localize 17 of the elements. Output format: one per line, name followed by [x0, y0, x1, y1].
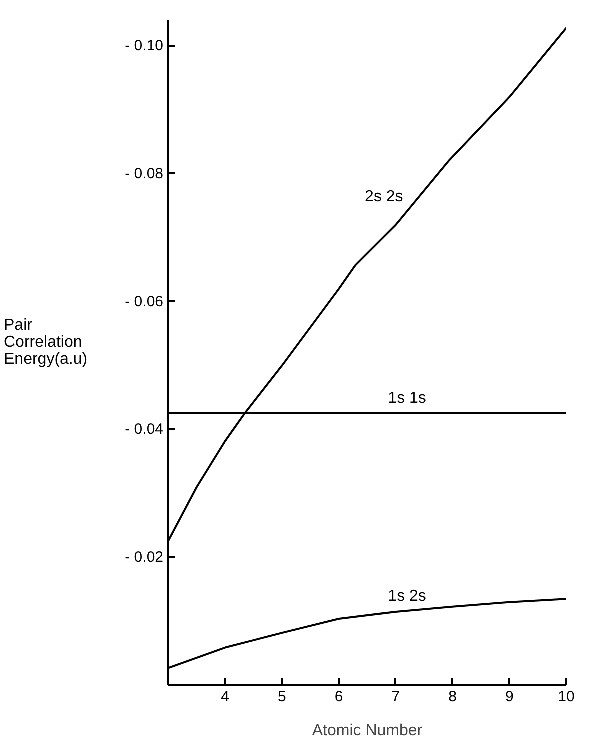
series-label: 2s 2s: [365, 188, 404, 206]
y-tick-label: - 0.06: [125, 293, 164, 310]
x-tick-label: 9: [505, 688, 514, 706]
x-tick-label: 4: [221, 688, 230, 706]
y-tick-label: - 0.08: [125, 165, 164, 182]
x-axis-title: Atomic Number: [312, 722, 424, 740]
y-tick-label: - 0.02: [125, 549, 164, 566]
x-tick-label: 6: [334, 688, 344, 706]
y-axis-title: Pair Correlation Energy(a.u): [4, 317, 88, 368]
x-tick-label: 5: [278, 688, 286, 706]
x-tick-label: 8: [448, 688, 457, 706]
series-label: 1s 2s: [388, 588, 426, 605]
y-tick-label: - 0.04: [125, 421, 164, 438]
y-tick-label: - 0.10: [125, 38, 164, 55]
x-tick-label: 7: [392, 688, 400, 706]
x-tick-label: 10: [558, 688, 575, 706]
series-label: 1s 1s: [388, 390, 426, 408]
